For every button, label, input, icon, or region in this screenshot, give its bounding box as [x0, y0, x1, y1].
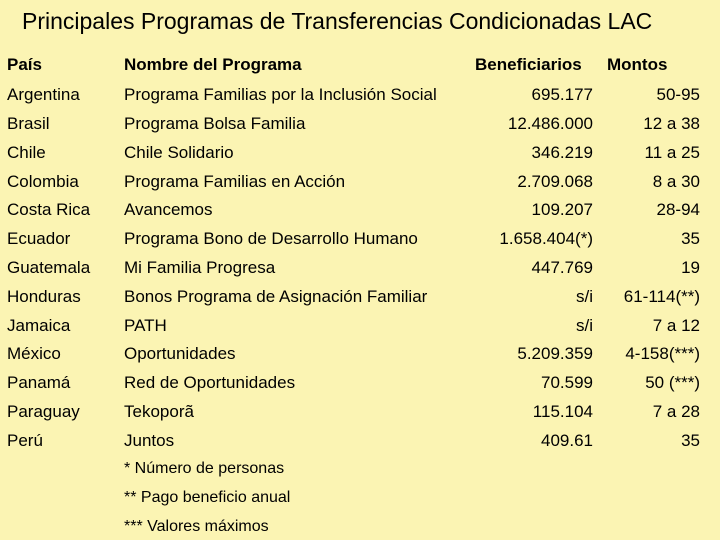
beneficiaries-cell: s/i	[576, 287, 593, 306]
amount-cell: 4-158(***)	[625, 344, 700, 363]
beneficiaries-cell: 2.709.068	[517, 172, 593, 191]
table-row: México Oportunidades 5.209.359 4-158(***…	[0, 344, 720, 372]
country-cell: Guatemala	[7, 258, 91, 277]
amount-cell: 7 a 12	[652, 316, 700, 335]
program-cell: PATH	[124, 316, 167, 335]
country-cell: Chile	[7, 143, 46, 162]
program-cell: Chile Solidario	[124, 143, 234, 162]
country-cell: Panamá	[7, 373, 71, 392]
amount-cell: 35	[681, 229, 700, 248]
beneficiaries-cell: 70.599	[541, 373, 593, 392]
amount-cell: 61-114(**)	[623, 287, 700, 306]
amount-cell: 11 a 25	[644, 143, 700, 162]
beneficiaries-cell: 447.769	[531, 258, 593, 277]
country-cell: Paraguay	[7, 402, 80, 421]
country-cell: Jamaica	[7, 316, 71, 335]
beneficiaries-cell: 109.207	[531, 200, 593, 219]
table-row: Costa Rica Avancemos 109.207 28-94	[0, 200, 720, 228]
table-row: Argentina Programa Familias por la Inclu…	[0, 85, 720, 113]
table-row: Panamá Red de Oportunidades 70.599 50 (*…	[0, 373, 720, 401]
footnote-persons: * Número de personas	[124, 460, 285, 477]
program-cell: Red de Oportunidades	[124, 373, 296, 392]
header-program: Nombre del Programa	[124, 55, 302, 74]
program-cell: Mi Familia Progresa	[124, 258, 276, 277]
country-cell: Argentina	[7, 85, 80, 104]
beneficiaries-cell: 115.104	[532, 402, 593, 421]
header-beneficiaries: Beneficiarios	[475, 55, 582, 74]
amount-cell: 28-94	[656, 200, 700, 219]
table-row: Guatemala Mi Familia Progresa 447.769 19	[0, 258, 720, 286]
program-cell: Oportunidades	[124, 344, 236, 363]
beneficiaries-cell: 12.486.000	[507, 114, 593, 133]
beneficiaries-cell: 346.219	[531, 143, 593, 162]
page-title: Principales Programas de Transferencias …	[22, 8, 653, 34]
country-cell: Perú	[7, 431, 43, 450]
table-row: Jamaica PATH s/i 7 a 12	[0, 316, 720, 344]
program-cell: Programa Familias por la Inclusión Socia…	[124, 85, 437, 104]
beneficiaries-cell: 1.658.404(*)	[499, 229, 593, 248]
table-row: Colombia Programa Familias en Acción 2.7…	[0, 172, 720, 200]
country-cell: Ecuador	[7, 229, 71, 248]
amount-cell: 19	[681, 258, 700, 277]
country-cell: Costa Rica	[7, 200, 91, 219]
program-cell: Programa Bono de Desarrollo Humano	[124, 229, 418, 248]
amount-cell: 12 a 38	[643, 114, 700, 133]
beneficiaries-cell: s/i	[576, 316, 593, 335]
table-row: Brasil Programa Bolsa Familia 12.486.000…	[0, 114, 720, 142]
program-cell: Programa Familias en Acción	[124, 172, 346, 191]
table-row: Paraguay Tekoporã 115.104 7 a 28	[0, 402, 720, 430]
program-cell: Avancemos	[124, 200, 213, 219]
beneficiaries-cell: 5.209.359	[517, 344, 593, 363]
table-row: Ecuador Programa Bono de Desarrollo Huma…	[0, 229, 720, 257]
program-cell: Tekoporã	[124, 402, 194, 421]
country-cell: Brasil	[7, 114, 50, 133]
amount-cell: 50 (***)	[645, 373, 700, 392]
country-cell: Colombia	[7, 172, 79, 191]
amount-cell: 50-95	[656, 85, 700, 104]
header-amounts: Montos	[607, 55, 668, 74]
amount-cell: 8 a 30	[652, 172, 700, 191]
program-cell: Programa Bolsa Familia	[124, 114, 306, 133]
beneficiaries-cell: 695.177	[531, 85, 593, 104]
footnote-max-values: *** Valores máximos	[124, 518, 269, 535]
country-cell: México	[7, 344, 61, 363]
amount-cell: 7 a 28	[652, 402, 700, 421]
footnote-annual-payment: ** Pago beneficio anual	[124, 489, 291, 506]
amount-cell: 35	[681, 431, 700, 450]
table-row: Perú Juntos 409.61 35	[0, 431, 720, 459]
country-cell: Honduras	[7, 287, 81, 306]
program-cell: Juntos	[124, 431, 175, 450]
program-cell: Bonos Programa de Asignación Familiar	[124, 287, 428, 306]
beneficiaries-cell: 409.61	[541, 431, 593, 450]
header-country: País	[7, 55, 42, 74]
table-row: Honduras Bonos Programa de Asignación Fa…	[0, 287, 720, 315]
table-row: Chile Chile Solidario 346.219 11 a 25	[0, 143, 720, 171]
